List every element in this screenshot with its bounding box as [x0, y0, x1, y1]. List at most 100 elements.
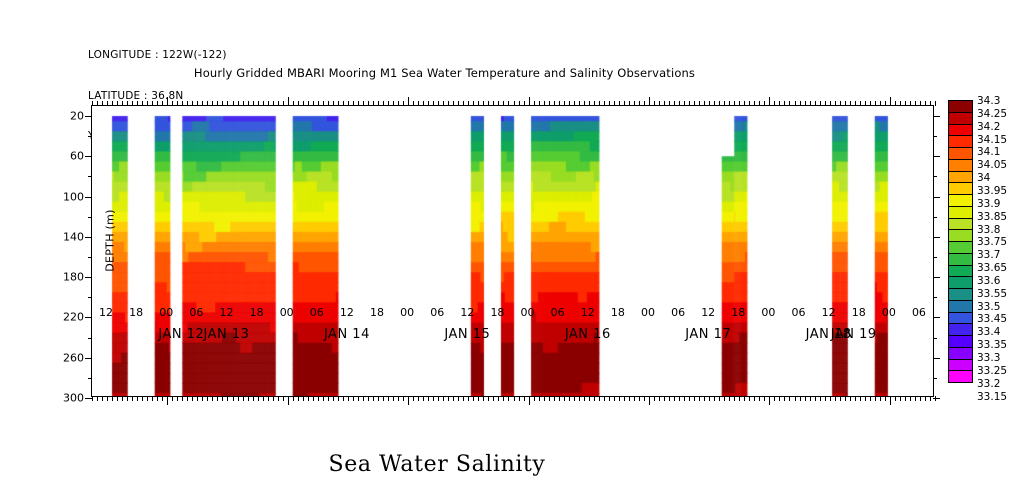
- x-minor-tick: [262, 396, 264, 401]
- x-minor-tick: [448, 101, 450, 106]
- x-minor-tick: [398, 101, 400, 106]
- x-minor-tick: [347, 101, 349, 106]
- x-minor-tick: [453, 101, 455, 106]
- y-tick-mark: [85, 116, 92, 118]
- x-minor-tick: [754, 101, 756, 106]
- x-minor-tick: [874, 396, 876, 401]
- y-tick-mark: [933, 236, 940, 238]
- colorbar-tick-label: 33.8: [977, 223, 1001, 236]
- x-minor-tick: [638, 396, 640, 401]
- x-minor-tick: [598, 101, 600, 106]
- x-minor-tick: [428, 396, 430, 401]
- x-minor-tick: [729, 396, 731, 401]
- x-minor-tick: [232, 396, 234, 401]
- x-minor-tick: [864, 396, 866, 401]
- x-minor-tick: [764, 101, 766, 106]
- x-minor-tick: [839, 396, 841, 401]
- x-minor-tick: [102, 101, 104, 106]
- x-hour-label: 12: [339, 306, 354, 319]
- x-minor-tick: [754, 396, 756, 401]
- x-minor-tick: [367, 396, 369, 401]
- x-minor-tick: [588, 396, 590, 401]
- x-minor-tick: [513, 396, 515, 401]
- x-major-tick: [408, 97, 410, 106]
- x-minor-tick: [97, 101, 99, 106]
- latitude-text: LATITUDE : 36.8N: [88, 89, 184, 102]
- colorbar-tick-label: 34.2: [977, 120, 1001, 133]
- x-minor-tick: [699, 101, 701, 106]
- x-hour-label: 00: [520, 306, 535, 319]
- x-minor-tick: [669, 101, 671, 106]
- x-minor-tick: [157, 396, 159, 401]
- x-minor-tick: [272, 396, 274, 401]
- x-minor-tick: [899, 396, 901, 401]
- x-hour-label: 06: [550, 306, 565, 319]
- plot-area: DEPTH (m) 20 60 100 140 180 220 260 300: [63, 97, 940, 405]
- x-minor-tick: [538, 101, 540, 106]
- x-minor-tick: [819, 396, 821, 401]
- x-minor-tick: [438, 396, 440, 401]
- x-minor-tick: [383, 396, 385, 401]
- x-minor-tick: [804, 101, 806, 106]
- x-minor-tick: [267, 396, 269, 401]
- x-minor-tick: [709, 101, 711, 106]
- y-tick-mark: [933, 116, 940, 118]
- x-minor-tick: [563, 396, 565, 401]
- x-minor-tick: [197, 396, 199, 401]
- x-minor-tick: [739, 101, 741, 106]
- y-tick-label: 260: [63, 351, 84, 365]
- x-minor-tick: [92, 396, 93, 401]
- x-minor-tick: [744, 396, 746, 401]
- x-minor-tick: [418, 396, 420, 401]
- x-hour-label: 06: [309, 306, 324, 319]
- x-major-tick: [528, 97, 530, 106]
- x-major-tick: [287, 396, 289, 405]
- x-minor-tick: [919, 396, 921, 401]
- variable-label-text: Sea Water Salinity: [328, 452, 546, 477]
- x-minor-tick: [242, 101, 244, 106]
- x-day-label: JAN 15: [444, 327, 491, 342]
- x-minor-tick: [854, 101, 856, 106]
- x-minor-tick: [894, 396, 896, 401]
- colorbar-tick-label: 33.45: [977, 313, 1008, 326]
- x-minor-tick: [277, 396, 279, 401]
- x-minor-tick: [603, 101, 605, 106]
- x-minor-tick: [357, 396, 359, 401]
- x-minor-tick: [367, 101, 369, 106]
- x-minor-tick: [834, 101, 836, 106]
- x-major-tick: [287, 97, 289, 106]
- x-minor-tick: [679, 396, 681, 401]
- x-minor-tick: [618, 101, 620, 106]
- x-minor-tick: [222, 396, 224, 401]
- x-minor-tick: [719, 101, 721, 106]
- x-minor-tick: [162, 396, 164, 401]
- x-minor-tick: [122, 101, 124, 106]
- colorbar-tick-label: 33.95: [977, 184, 1008, 197]
- colorbar-tick-label: 34.3: [977, 94, 1001, 107]
- colorbar-tick-label: 33.9: [977, 197, 1001, 210]
- x-hour-label: 06: [791, 306, 806, 319]
- x-minor-tick: [508, 396, 510, 401]
- x-minor-tick: [393, 101, 395, 106]
- x-minor-tick: [583, 396, 585, 401]
- x-hour-label: 06: [671, 306, 686, 319]
- x-minor-tick: [498, 396, 500, 401]
- x-minor-tick: [759, 101, 761, 106]
- x-minor-tick: [598, 396, 600, 401]
- x-minor-tick: [413, 101, 415, 106]
- y-minor-tick: [933, 377, 937, 379]
- x-minor-tick: [282, 101, 284, 106]
- x-minor-tick: [453, 396, 455, 401]
- colorbar-swatch: [948, 370, 973, 384]
- x-minor-tick: [859, 396, 861, 401]
- x-minor-tick: [227, 396, 229, 401]
- y-minor-tick: [933, 136, 937, 138]
- x-minor-tick: [448, 396, 450, 401]
- x-minor-tick: [909, 101, 911, 106]
- x-minor-tick: [327, 396, 329, 401]
- x-hour-label: 12: [701, 306, 716, 319]
- y-tick-mark: [85, 236, 92, 238]
- colorbar-tick-label: 33.4: [977, 326, 1001, 339]
- x-major-tick: [408, 396, 410, 405]
- x-minor-tick: [468, 396, 470, 401]
